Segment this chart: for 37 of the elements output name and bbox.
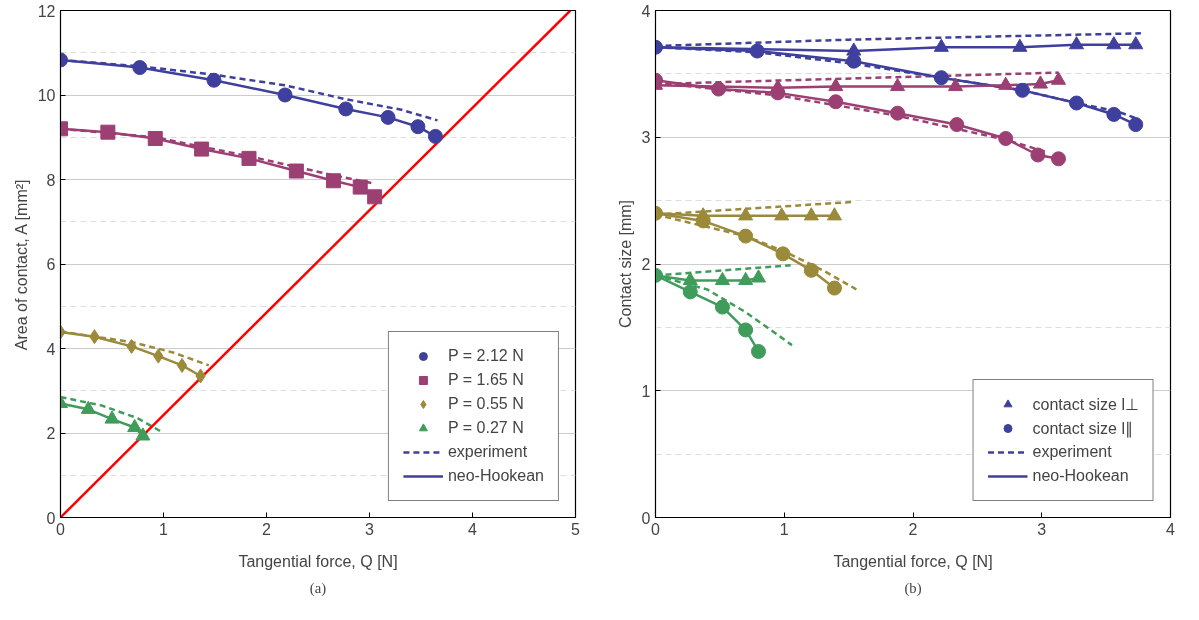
- y-tick-label: 8: [46, 171, 56, 189]
- legend-label: P = 0.27 N: [447, 419, 524, 437]
- legend-label: neo-Hookean: [1032, 467, 1129, 485]
- legend-label: contact size l∥: [1032, 418, 1133, 438]
- y-axis-title: Contact size [mm]: [616, 199, 634, 329]
- y-tick-label: 10: [37, 87, 56, 104]
- y-tick-label: 2: [641, 256, 651, 273]
- y-tick-label: 0: [641, 509, 651, 527]
- x-axis-title: Tangential force, Q [N]: [833, 552, 993, 570]
- x-tick-label: 2: [262, 520, 272, 538]
- text: (b): [904, 579, 922, 597]
- x-tick-label: 3: [365, 520, 375, 538]
- legend-label: neo-Hookean: [447, 467, 544, 485]
- y-tick-label: 1: [641, 382, 651, 400]
- legend-label: contact size l⊥: [1032, 394, 1139, 414]
- y-axis-title: Area of contact, A [mm²]: [12, 179, 30, 351]
- legend-label: experiment: [1032, 443, 1112, 461]
- x-axis-title: Tangential force, Q [N]: [238, 552, 398, 570]
- y-tick-label: 4: [641, 2, 651, 20]
- y-tick-label: 2: [46, 425, 56, 442]
- x-tick-label: 2: [908, 520, 918, 538]
- legend-label: experiment: [447, 443, 528, 461]
- y-tick-label: 6: [46, 256, 56, 273]
- y-tick-label: 4: [46, 340, 56, 358]
- y-tick-label: 0: [46, 509, 56, 527]
- x-tick-label: 4: [468, 520, 478, 538]
- x-tick-label: 5: [571, 520, 581, 538]
- x-tick-label: 3: [1037, 520, 1047, 538]
- y-tick-label: 12: [37, 2, 56, 20]
- legend-label: P = 1.65 N: [447, 371, 524, 389]
- legend-label: P = 0.55 N: [447, 395, 524, 413]
- x-tick-label: 4: [1166, 520, 1176, 538]
- legend-label: P = 2.12 N: [447, 347, 524, 365]
- y-tick-label: 3: [641, 129, 651, 147]
- text: (a): [309, 579, 327, 597]
- x-tick-label: 1: [779, 520, 789, 538]
- x-tick-label: 1: [159, 520, 169, 538]
